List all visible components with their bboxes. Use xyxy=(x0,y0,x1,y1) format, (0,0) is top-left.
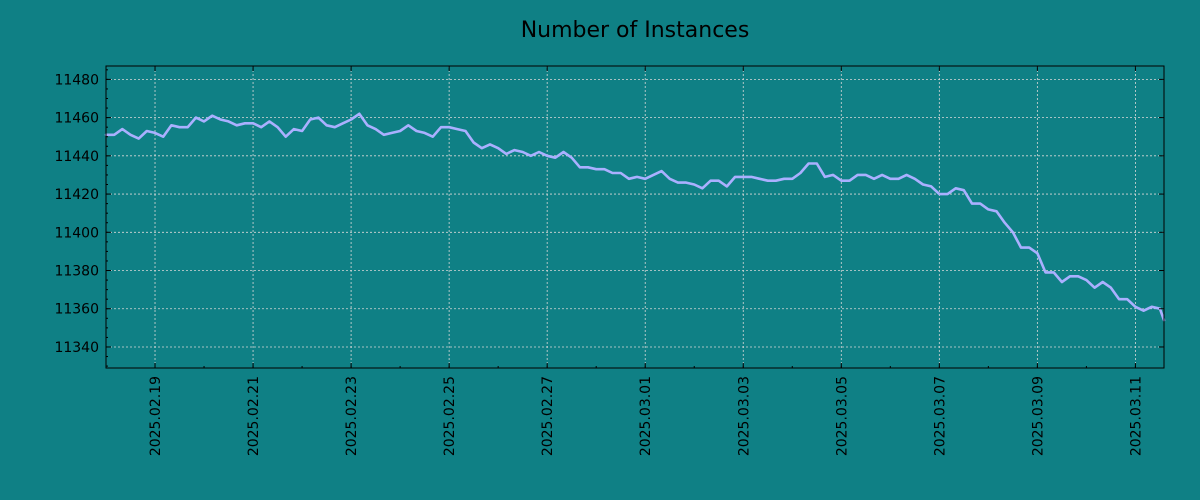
y-tick-label: 11440 xyxy=(54,149,99,165)
y-tick-label: 11340 xyxy=(54,340,99,356)
x-tick-label: 2025.03.09 xyxy=(1030,376,1046,456)
x-tick-label: 2025.02.19 xyxy=(148,376,164,456)
y-tick-label: 11360 xyxy=(54,302,99,318)
tick-layer: 11340 11360 11380 11400 11420 11440 11460 11480… xyxy=(54,66,1164,456)
x-tick-label: 2025.02.25 xyxy=(442,376,458,456)
y-tick-label: 11480 xyxy=(54,72,99,88)
series-line xyxy=(104,112,1166,322)
series-layer xyxy=(104,112,1166,322)
x-tick-label: 2025.02.21 xyxy=(246,376,262,456)
x-tick-label: 2025.03.07 xyxy=(932,376,948,456)
x-tick-label: 2025.02.23 xyxy=(344,376,360,456)
x-tick-label: 2025.02.27 xyxy=(540,376,556,456)
x-tick-label: 2025.03.11 xyxy=(1128,376,1144,456)
x-tick-label: 2025.03.05 xyxy=(834,376,850,456)
chart-title: Number of Instances xyxy=(521,18,750,43)
y-tick-label: 11380 xyxy=(54,264,99,280)
y-tick-label: 11420 xyxy=(54,187,99,203)
plot-frame xyxy=(105,65,1165,369)
x-tick-label: 2025.03.01 xyxy=(638,376,654,456)
grid-lines xyxy=(106,66,1164,368)
y-tick-label: 11400 xyxy=(54,225,99,241)
x-tick-label: 2025.03.03 xyxy=(736,376,752,456)
y-tick-label: 11460 xyxy=(54,111,99,127)
